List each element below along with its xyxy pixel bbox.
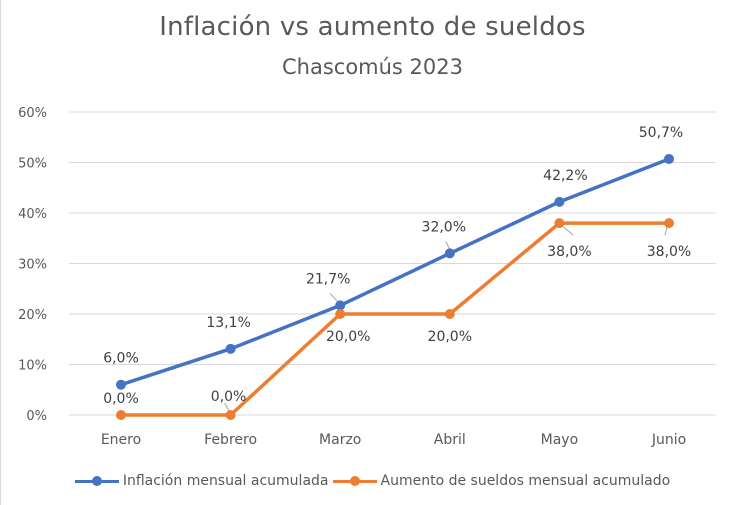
data-label: 32,0% [422,219,466,235]
data-point [664,218,674,229]
chart-title: Inflación vs aumento de sueldos [159,12,586,42]
data-point [225,343,236,354]
data-point [664,153,674,164]
data-point [335,309,346,319]
legend: Inflación mensual acumulada Aumento de s… [1,473,743,489]
data-label: 6,0% [103,351,139,367]
y-tick-label: 40% [18,207,47,222]
x-tick-label: Marzo [319,432,361,448]
data-label-leader [445,241,451,250]
data-label: 38,0% [547,244,591,260]
data-label: 42,2% [543,168,587,184]
y-tick-label: 60% [18,106,47,121]
x-tick-label: Junio [651,432,686,448]
x-tick-label: Mayo [541,432,579,448]
x-tick-label: Febrero [204,432,257,448]
legend-label-inflacion: Inflación mensual acumulada [122,473,329,489]
y-tick-label: 50% [18,157,47,172]
legend-swatch-sueldos [332,475,377,487]
y-tick-label: 30% [18,258,47,273]
y-tick-label: 0% [26,409,47,424]
data-label: 0,0% [211,389,247,405]
data-label-leader [664,226,668,236]
data-label: 20,0% [326,329,370,345]
data-point [554,196,565,207]
series-line-inflacion [120,157,670,387]
data-point [335,300,346,311]
data-point [116,410,126,420]
legend-item-sueldos: Aumento de sueldos mensual acumulado [332,473,671,489]
data-label: 13,1% [206,315,250,331]
data-label-leader [563,226,574,236]
data-point [444,248,455,259]
legend-item-inflacion: Inflación mensual acumulada [74,473,329,489]
data-label: 50,7% [639,125,683,141]
x-tick-label: Enero [101,432,141,448]
data-point [225,410,236,420]
data-point [554,218,565,229]
data-label: 20,0% [428,329,472,345]
data-label: 0,0% [103,391,139,407]
x-tick-label: Abril [434,432,466,448]
series-line-sueldos [121,221,669,417]
data-point [116,379,126,390]
data-label-leader [329,293,339,303]
data-label: 21,7% [306,271,350,287]
y-tick-label: 10% [18,359,47,374]
chart-subtitle: Chascomús 2023 [281,55,463,79]
data-point [444,309,455,319]
data-label: 38,0% [647,244,691,260]
y-tick-label: 20% [18,308,47,323]
legend-label-sueldos: Aumento de sueldos mensual acumulado [380,473,671,489]
legend-swatch-inflacion [74,475,119,487]
